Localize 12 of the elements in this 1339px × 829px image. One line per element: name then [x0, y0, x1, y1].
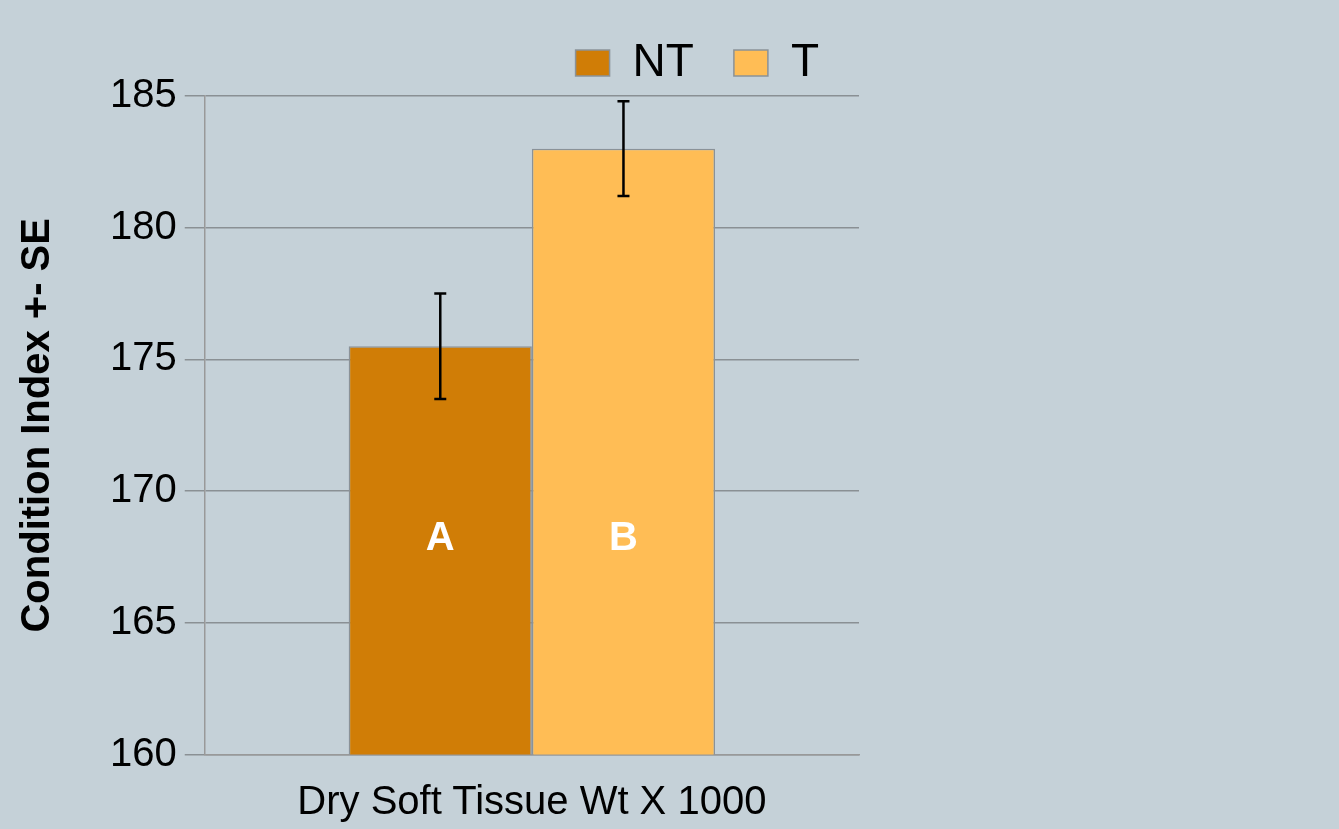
annotation: A — [425, 513, 455, 558]
y-tick-label: 175 — [109, 334, 177, 379]
y-tick-label: 170 — [109, 466, 177, 511]
y-axis-title: Condition Index +- SE — [13, 218, 58, 633]
y-tick-label: 165 — [109, 597, 177, 642]
y-tick-label: 180 — [109, 202, 177, 247]
legend-label: NT — [632, 33, 694, 86]
legend-label: T — [790, 33, 820, 86]
y-tick-label: 160 — [109, 729, 177, 774]
x-axis-title: Dry Soft Tissue Wt X 1000 — [297, 778, 767, 823]
y-tick-label: 185 — [109, 71, 177, 116]
annotation: B — [609, 513, 638, 558]
